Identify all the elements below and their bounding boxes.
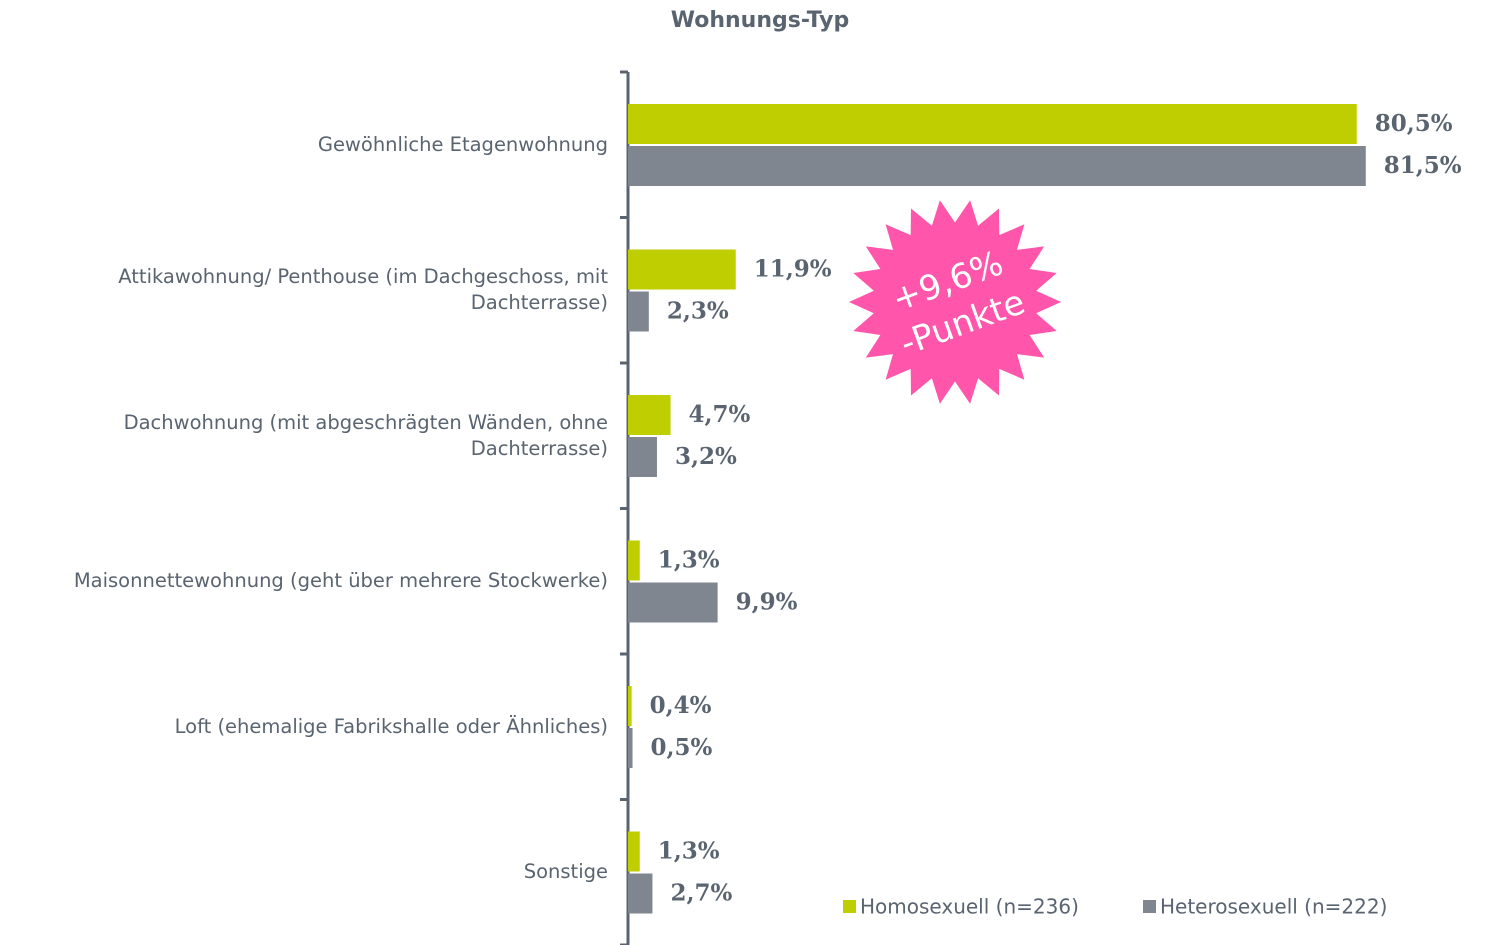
legend-label: Homosexuell (n=236)	[860, 895, 1079, 919]
starburst	[849, 200, 1061, 404]
category-label: Attikawohnung/ Penthouse (im Dachgeschos…	[8, 264, 608, 316]
value-label: 80,5%	[1375, 110, 1453, 137]
value-label: 1,3%	[658, 547, 720, 574]
category-label: Gewöhnliche Etagenwohnung	[8, 132, 608, 158]
bar	[628, 104, 1357, 144]
bar	[628, 292, 649, 332]
legend-swatch	[1143, 900, 1156, 913]
value-label: 9,9%	[736, 589, 798, 616]
bar	[628, 728, 633, 768]
category-label: Dachwohnung (mit abgeschrägten Wänden, o…	[8, 410, 608, 462]
chart-title: Wohnungs-Typ	[671, 8, 849, 33]
category-label: Loft (ehemalige Fabrikshalle oder Ähnlic…	[8, 714, 608, 740]
chart: Wohnungs-Typ 80,5% 81,5% 11,9% 2,3% 4,7% 3,2%…	[0, 0, 1488, 945]
value-label: 0,5%	[651, 734, 713, 761]
bar	[628, 541, 640, 581]
value-label: 2,7%	[670, 880, 732, 907]
bar	[628, 250, 736, 290]
category-label: Maisonnettewohnung (geht über mehrere St…	[8, 568, 608, 594]
value-label: 11,9%	[754, 256, 832, 283]
value-label: 0,4%	[650, 692, 712, 719]
category-label: Sonstige	[8, 859, 608, 885]
value-label: 81,5%	[1384, 152, 1462, 179]
legend-swatch	[843, 900, 856, 913]
bar	[628, 437, 657, 477]
bar	[628, 686, 632, 726]
bar	[628, 874, 652, 914]
bar	[628, 395, 671, 435]
bar	[628, 832, 640, 872]
bar	[628, 583, 718, 623]
bar	[628, 146, 1366, 186]
legend-label: Heterosexuell (n=222)	[1160, 895, 1387, 919]
value-label: 1,3%	[658, 838, 720, 865]
value-label: 3,2%	[675, 443, 737, 470]
value-label: 2,3%	[667, 298, 729, 325]
value-label: 4,7%	[689, 401, 751, 428]
